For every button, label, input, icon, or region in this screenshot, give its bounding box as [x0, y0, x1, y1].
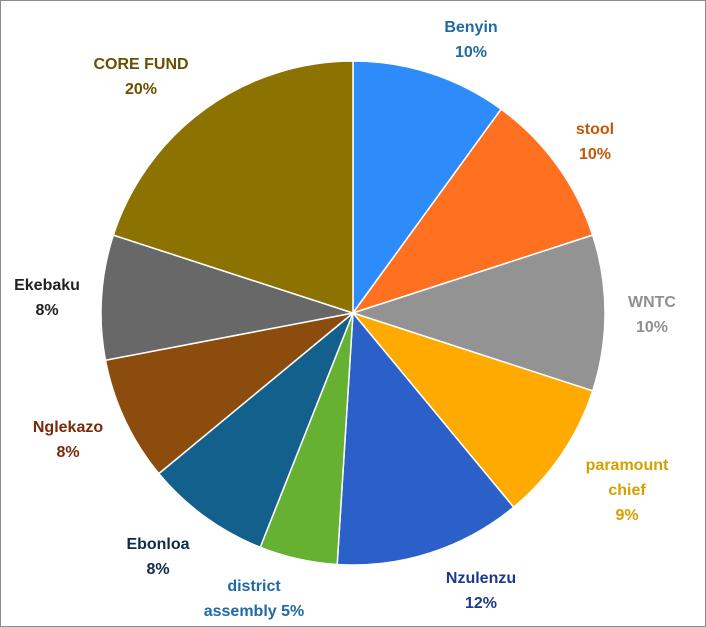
- pie-slice-stool: [351, 108, 594, 315]
- pie-slice-nzulenzu: [336, 311, 515, 566]
- pie-label-district-assembly-5: district assembly 5%: [204, 578, 305, 620]
- pie-label-ekebaku: Ekebaku 8%: [14, 277, 80, 319]
- pie-slice-ebonloa: [157, 312, 354, 549]
- pie-label-wntc: WNTC 10%: [628, 294, 676, 336]
- pie-labels: Benyin 10% stool 10% WNTC 10% paramount chief 9%…: [14, 19, 676, 620]
- pie-label-stool: stool 10%: [576, 121, 614, 163]
- pie-slice-benyin: [352, 60, 503, 316]
- pie-slice-wntc: [350, 234, 606, 392]
- pie-label-ebonloa: Ebonloa 8%: [126, 536, 189, 578]
- pie-label-nzulenzu: Nzulenzu 12%: [446, 570, 516, 612]
- pie-slice-paramount-chief: [350, 311, 594, 509]
- pie-slice-core-fund: [112, 60, 354, 315]
- pie-slice-ekebaku: [100, 234, 354, 362]
- pie-label-nglekazo: Nglekazo 8%: [33, 419, 103, 461]
- pie-slice-nglekazo: [104, 312, 354, 475]
- pie-label-paramount-chief: paramount chief 9%: [586, 457, 669, 524]
- pie-label-core-fund: CORE FUND 20%: [93, 56, 188, 98]
- pie-slices: [100, 60, 606, 566]
- pie-label-benyin: Benyin 10%: [444, 19, 497, 61]
